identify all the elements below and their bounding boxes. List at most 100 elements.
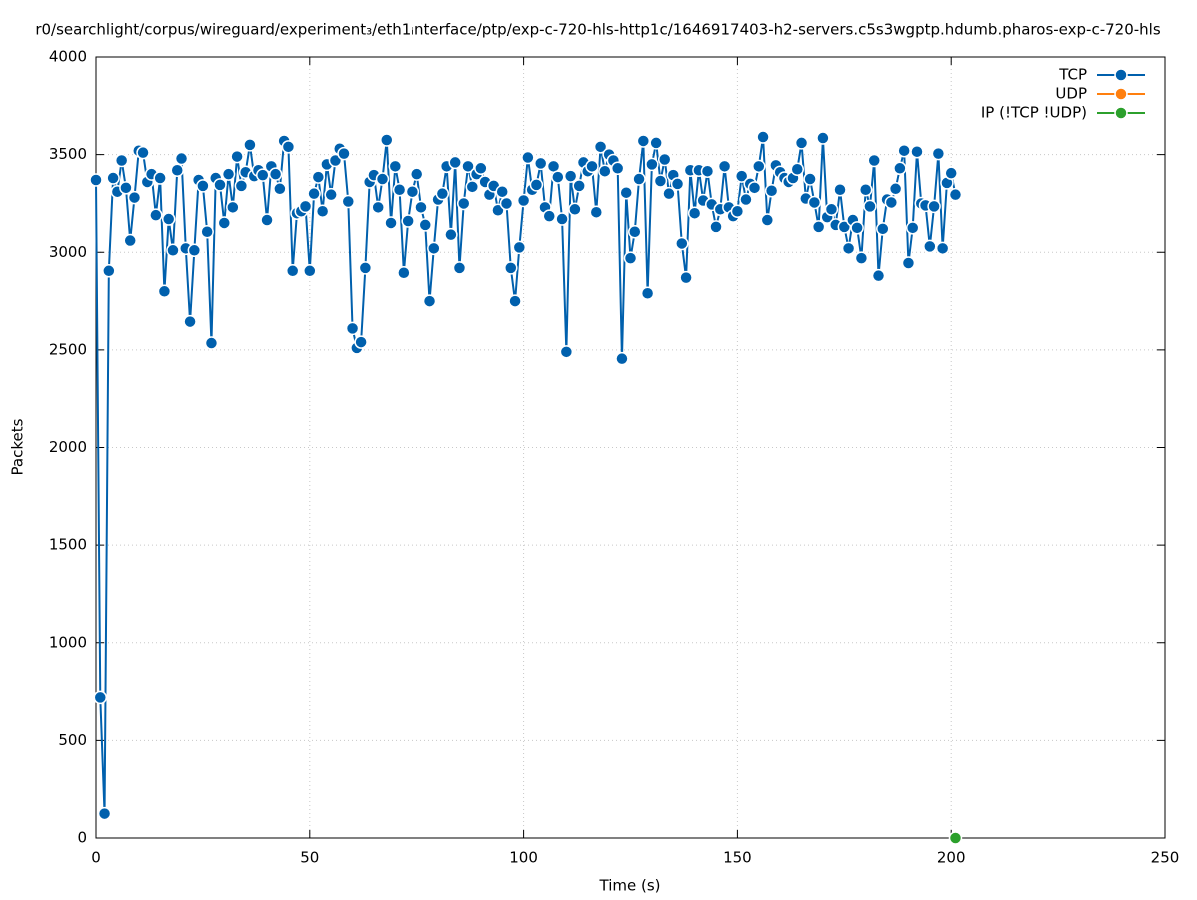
data-point xyxy=(645,157,659,172)
data-point xyxy=(628,224,642,239)
y-tick-label: 4000 xyxy=(49,48,87,66)
data-point xyxy=(397,266,411,280)
data-point xyxy=(653,174,668,188)
data-point xyxy=(632,172,646,186)
data-point xyxy=(448,155,462,170)
legend-marker xyxy=(1114,106,1128,120)
y-tick-label: 1500 xyxy=(49,536,87,554)
data-point xyxy=(307,186,321,201)
data-point xyxy=(153,171,167,185)
data-point xyxy=(559,345,574,359)
data-point xyxy=(119,181,133,195)
data-point xyxy=(499,196,514,211)
data-point xyxy=(337,146,351,161)
data-point xyxy=(905,221,920,235)
data-point xyxy=(127,190,142,205)
data-point xyxy=(444,227,458,242)
data-point xyxy=(730,204,745,218)
data-point xyxy=(615,351,629,366)
data-point xyxy=(298,199,313,214)
data-point xyxy=(226,200,240,215)
y-tick-label: 3500 xyxy=(49,145,87,163)
data-point xyxy=(161,212,176,226)
data-point xyxy=(260,213,274,227)
data-point xyxy=(200,224,214,239)
x-tick-label: 150 xyxy=(723,849,752,867)
x-tick-label: 0 xyxy=(91,849,101,867)
x-tick-label: 50 xyxy=(300,849,319,867)
data-point xyxy=(303,264,317,278)
data-point xyxy=(196,179,210,193)
data-point xyxy=(760,213,775,227)
data-point xyxy=(948,187,963,202)
data-point xyxy=(243,138,257,152)
data-point xyxy=(747,181,762,195)
data-point xyxy=(170,163,184,177)
data-point xyxy=(380,133,394,147)
data-point xyxy=(504,261,518,275)
data-point xyxy=(452,261,467,275)
data-point xyxy=(418,218,433,232)
data-point xyxy=(521,150,535,165)
data-point xyxy=(794,136,809,150)
legend-label: TCP xyxy=(1058,66,1087,84)
data-point xyxy=(662,186,676,201)
data-point xyxy=(324,187,338,202)
chart-title: r0/searchlight/corpus/wireguard/experime… xyxy=(35,21,1160,39)
data-point xyxy=(841,241,856,256)
data-point xyxy=(461,159,475,174)
data-point xyxy=(234,179,249,193)
data-point xyxy=(811,220,826,234)
data-point xyxy=(871,268,886,283)
data-point xyxy=(876,222,890,236)
data-point xyxy=(858,183,873,197)
data-point xyxy=(756,130,770,144)
y-tick-label: 0 xyxy=(77,829,87,847)
data-point xyxy=(354,335,368,349)
data-point xyxy=(551,170,565,184)
data-point xyxy=(508,294,522,308)
data-point xyxy=(204,336,219,350)
data-point xyxy=(803,172,817,186)
data-point xyxy=(610,161,625,176)
data-point xyxy=(598,164,612,178)
plot-border xyxy=(95,56,1166,839)
data-point xyxy=(123,233,137,248)
data-point xyxy=(405,184,420,199)
data-point xyxy=(341,194,356,209)
data-point xyxy=(901,256,916,270)
data-point xyxy=(465,180,480,194)
data-point xyxy=(893,161,907,176)
data-point xyxy=(157,284,172,299)
data-point xyxy=(649,136,663,150)
data-point xyxy=(512,240,527,255)
x-tick-label: 200 xyxy=(937,849,966,867)
data-point xyxy=(944,166,958,180)
data-point xyxy=(268,167,283,181)
data-point xyxy=(89,173,103,187)
data-point xyxy=(816,131,830,145)
data-point xyxy=(414,200,428,215)
data-point xyxy=(174,151,189,166)
data-point xyxy=(183,314,197,329)
data-point xyxy=(948,831,963,845)
data-point xyxy=(670,177,685,191)
data-point xyxy=(623,251,638,265)
data-point xyxy=(923,239,937,254)
data-point xyxy=(409,167,424,181)
legend-label: IP (!TCP !UDP) xyxy=(981,104,1087,122)
legend-marker xyxy=(1114,68,1128,82)
data-point xyxy=(136,145,150,160)
data-point xyxy=(427,241,441,256)
data-point xyxy=(863,199,877,214)
data-point xyxy=(563,169,578,183)
data-point xyxy=(311,170,326,184)
x-tick-label: 100 xyxy=(509,849,538,867)
data-point xyxy=(456,196,471,211)
data-point xyxy=(273,182,287,196)
data-point xyxy=(790,162,805,177)
data-point xyxy=(687,206,702,220)
data-point xyxy=(533,156,548,171)
data-point xyxy=(854,251,869,265)
